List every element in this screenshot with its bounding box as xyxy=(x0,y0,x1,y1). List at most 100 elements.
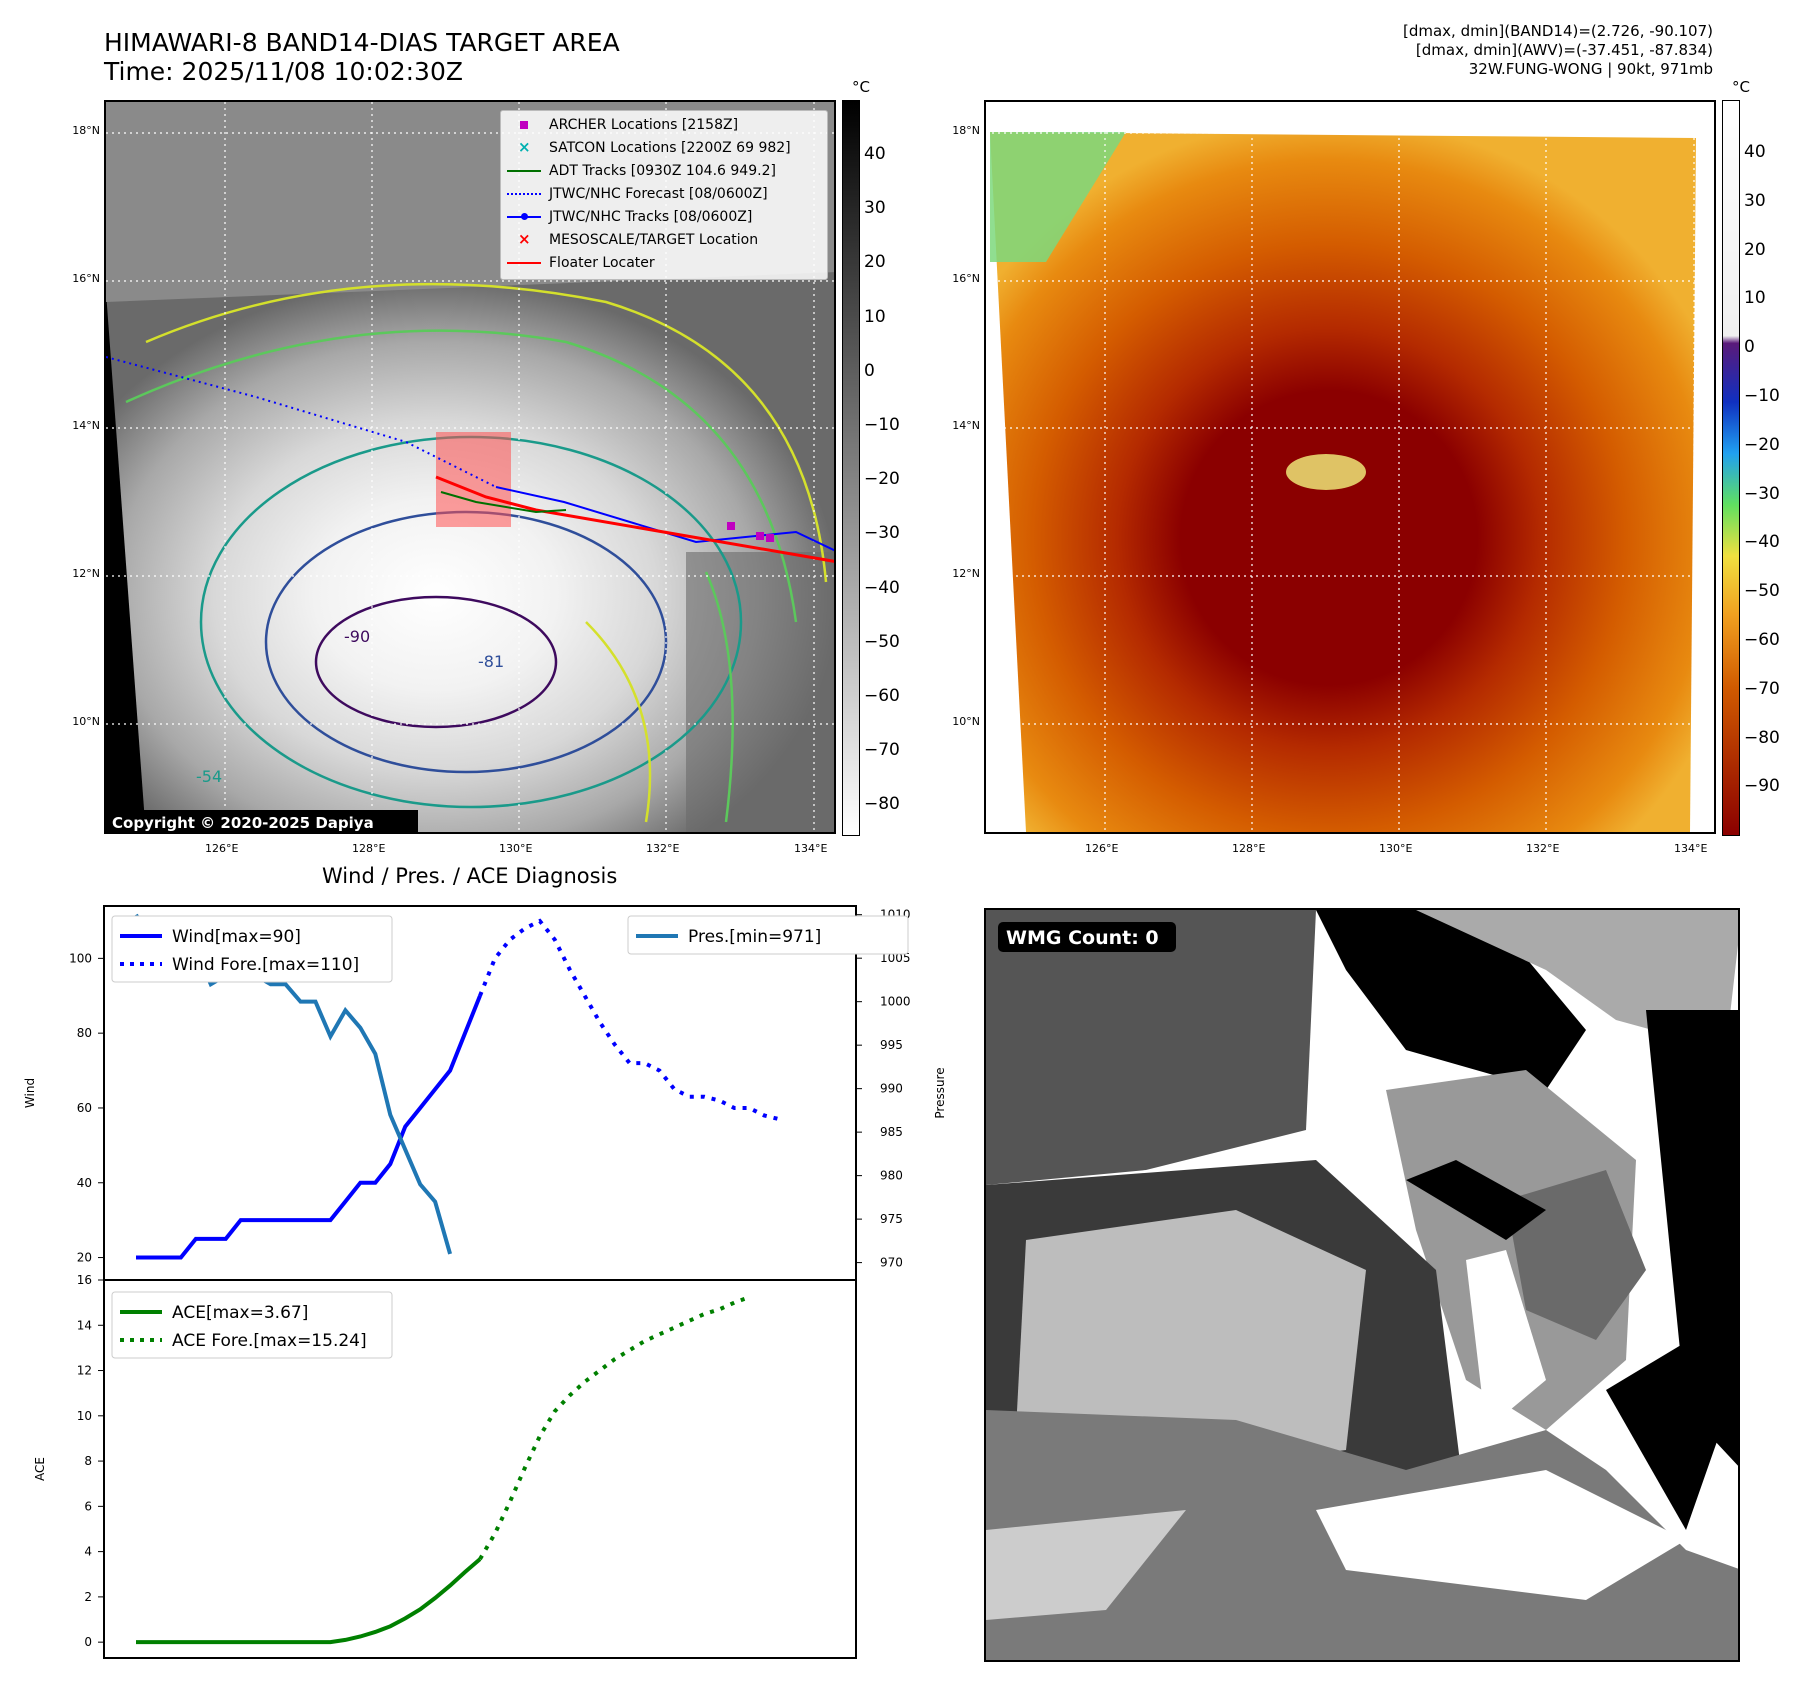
lon-label: 130°E xyxy=(499,842,533,855)
storm-info: [dmax, dmin](BAND14)=(2.726, -90.107) [d… xyxy=(1403,22,1713,79)
wind-series-line xyxy=(136,995,482,1260)
legend-item: × SATCON Locations [2200Z 69 982] xyxy=(507,138,791,158)
copyright-text: Copyright © 2020-2025 Dapiya xyxy=(112,814,374,832)
legend-swatch-icon xyxy=(507,253,541,273)
title-line-2: Time: 2025/11/08 10:02:30Z xyxy=(104,57,463,86)
legend-item: Floater Locater xyxy=(507,253,655,273)
wind-legend xyxy=(111,915,393,983)
lat-label: 12°N xyxy=(72,567,100,580)
lat-label: 10°N xyxy=(72,715,100,728)
colorbar-tick-label: 40 xyxy=(1744,142,1766,162)
lat-label: 12°N xyxy=(952,567,980,580)
legend-label: JTWC/NHC Forecast [08/0600Z] xyxy=(549,186,768,202)
legend-swatch-icon xyxy=(507,161,541,181)
colorbar-tick-label: −70 xyxy=(1744,678,1780,699)
legend-label: ARCHER Locations [2158Z] xyxy=(549,117,739,133)
colorbar-tick-label: 30 xyxy=(1744,190,1766,211)
wind-pressure-chart: 2040608010097097598098599099510001005101… xyxy=(23,905,947,1281)
floater-track xyxy=(435,475,834,563)
pressure-axis-label: Pressure xyxy=(933,1067,947,1118)
lat-label: 14°N xyxy=(72,419,100,432)
colorbar-tick-label: 20 xyxy=(864,252,886,273)
lon-label: 134°E xyxy=(794,842,828,855)
legend-item: ARCHER Locations [2158Z] xyxy=(507,115,738,135)
ir-map-panel: -90 -81 -54 Copyright © 2020-2025 Dapiya… xyxy=(104,100,836,834)
ace-tick-label: 8 xyxy=(84,1454,92,1468)
colorbar-tick-label: −40 xyxy=(864,577,900,598)
diagnosis-title: Wind / Pres. / ACE Diagnosis xyxy=(322,864,618,888)
legend-label: ACE Fore.[max=15.24] xyxy=(172,1331,367,1351)
legend-swatch-icon xyxy=(507,207,541,227)
info-line-1: [dmax, dmin](BAND14)=(2.726, -90.107) xyxy=(1402,22,1713,40)
colorbar-tick-label: −70 xyxy=(864,740,900,761)
legend-item: JTWC/NHC Forecast [08/0600Z] xyxy=(507,184,768,204)
pressure-tick-label: 990 xyxy=(880,1082,903,1096)
pressure-tick-label: 995 xyxy=(880,1038,903,1052)
wmg-panel: WMG Count: 0 xyxy=(984,908,1740,1662)
awv-graticule xyxy=(986,102,1714,832)
mesoscale-target-box xyxy=(436,432,511,527)
pressure-tick-label: 1005 xyxy=(880,951,911,965)
lat-label: 16°N xyxy=(72,272,100,285)
ace-tick-label: 0 xyxy=(84,1635,92,1649)
adt-track xyxy=(440,491,567,514)
ace-frame xyxy=(103,1279,857,1659)
colorbar-tick-label: −10 xyxy=(1744,386,1780,406)
jtwc-track xyxy=(495,486,834,552)
ace-legend xyxy=(111,1291,393,1359)
colorbar-tick-label: 0 xyxy=(864,360,875,381)
ace-forecast-line xyxy=(478,1295,750,1561)
diagnosis-chart: 2040608010097097598098599099510001005101… xyxy=(23,905,947,1659)
legend-label: SATCON Locations [2200Z 69 982] xyxy=(549,140,791,156)
colorbar-tick-label: −10 xyxy=(864,415,900,435)
colorbar-tick-label: −20 xyxy=(1744,434,1780,455)
lat-label: 18°N xyxy=(952,124,980,137)
ace-chart: 0 2 4 6 8 10 12 14 16 ACE ACE[max=3.67] ACE Fore.[m… xyxy=(33,1273,857,1659)
figure-title: HIMAWARI-8 BAND14-DIAS TARGET AREA Time:… xyxy=(104,28,620,86)
color-colorbar-ticks: 40 30 20 10 0 −10 −20 −30 −40 −50 −60 −70 −80 −90 xyxy=(1744,100,1797,834)
wind-tick-label: 80 xyxy=(77,1026,92,1040)
title-line-1: HIMAWARI-8 BAND14-DIAS TARGET AREA xyxy=(104,28,620,57)
gray-colorbar xyxy=(842,100,860,836)
legend-item: × MESOSCALE/TARGET Location xyxy=(507,230,758,250)
pressure-tick-label: 975 xyxy=(880,1212,903,1226)
ace-tick-label: 2 xyxy=(84,1590,92,1604)
wind-forecast-line xyxy=(478,918,780,1122)
colorbar-tick-label: −30 xyxy=(864,523,900,544)
colorbar-tick-label: −50 xyxy=(864,631,900,652)
ace-axis-label: ACE xyxy=(33,1457,47,1481)
lon-label: 126°E xyxy=(205,842,239,855)
ace-tick-label: 14 xyxy=(77,1318,92,1332)
legend-item: ADT Tracks [0930Z 104.6 949.2] xyxy=(507,161,776,181)
pressure-legend xyxy=(627,915,909,955)
wind-tick-label: 100 xyxy=(69,951,92,965)
colorbar-tick-label: 20 xyxy=(1744,239,1766,260)
legend-label: Wind Fore.[max=110] xyxy=(172,955,359,975)
colorbar-tick-label: 40 xyxy=(864,144,886,164)
legend-swatch-icon: × xyxy=(518,230,531,248)
colorbar-tick-label: −60 xyxy=(864,686,900,706)
colorbar-tick-label: −90 xyxy=(1744,776,1780,797)
legend-label: Wind[max=90] xyxy=(172,927,301,947)
colorbar-tick-label: 10 xyxy=(864,306,886,327)
lon-label: 128°E xyxy=(352,842,386,855)
ace-tick-label: 16 xyxy=(77,1273,92,1287)
lon-label: 126°E xyxy=(1085,842,1119,855)
pressure-tick-label: 985 xyxy=(880,1125,903,1139)
wind-tick-label: 60 xyxy=(77,1101,92,1115)
awv-map-panel xyxy=(984,100,1716,834)
legend-swatch-icon xyxy=(507,115,541,135)
wind-tick-label: 40 xyxy=(77,1176,92,1190)
ace-tick-label: 10 xyxy=(77,1409,92,1423)
colorbar-tick-label: 0 xyxy=(1744,337,1755,358)
colorbar-tick-label: 10 xyxy=(1744,288,1766,309)
contour-90 xyxy=(314,595,558,729)
legend-label: ADT Tracks [0930Z 104.6 949.2] xyxy=(549,163,776,179)
map-lat-labels: 18°N 16°N 14°N 12°N 10°N xyxy=(60,100,100,840)
lon-label: 132°E xyxy=(1526,842,1560,855)
colorbar-tick-label: −60 xyxy=(1744,630,1780,650)
colorbar-tick-label: −30 xyxy=(1744,483,1780,504)
map-graticule xyxy=(106,102,834,832)
lon-label: 128°E xyxy=(1232,842,1266,855)
wmg-svg: WMG Count: 0 xyxy=(986,910,1738,1660)
